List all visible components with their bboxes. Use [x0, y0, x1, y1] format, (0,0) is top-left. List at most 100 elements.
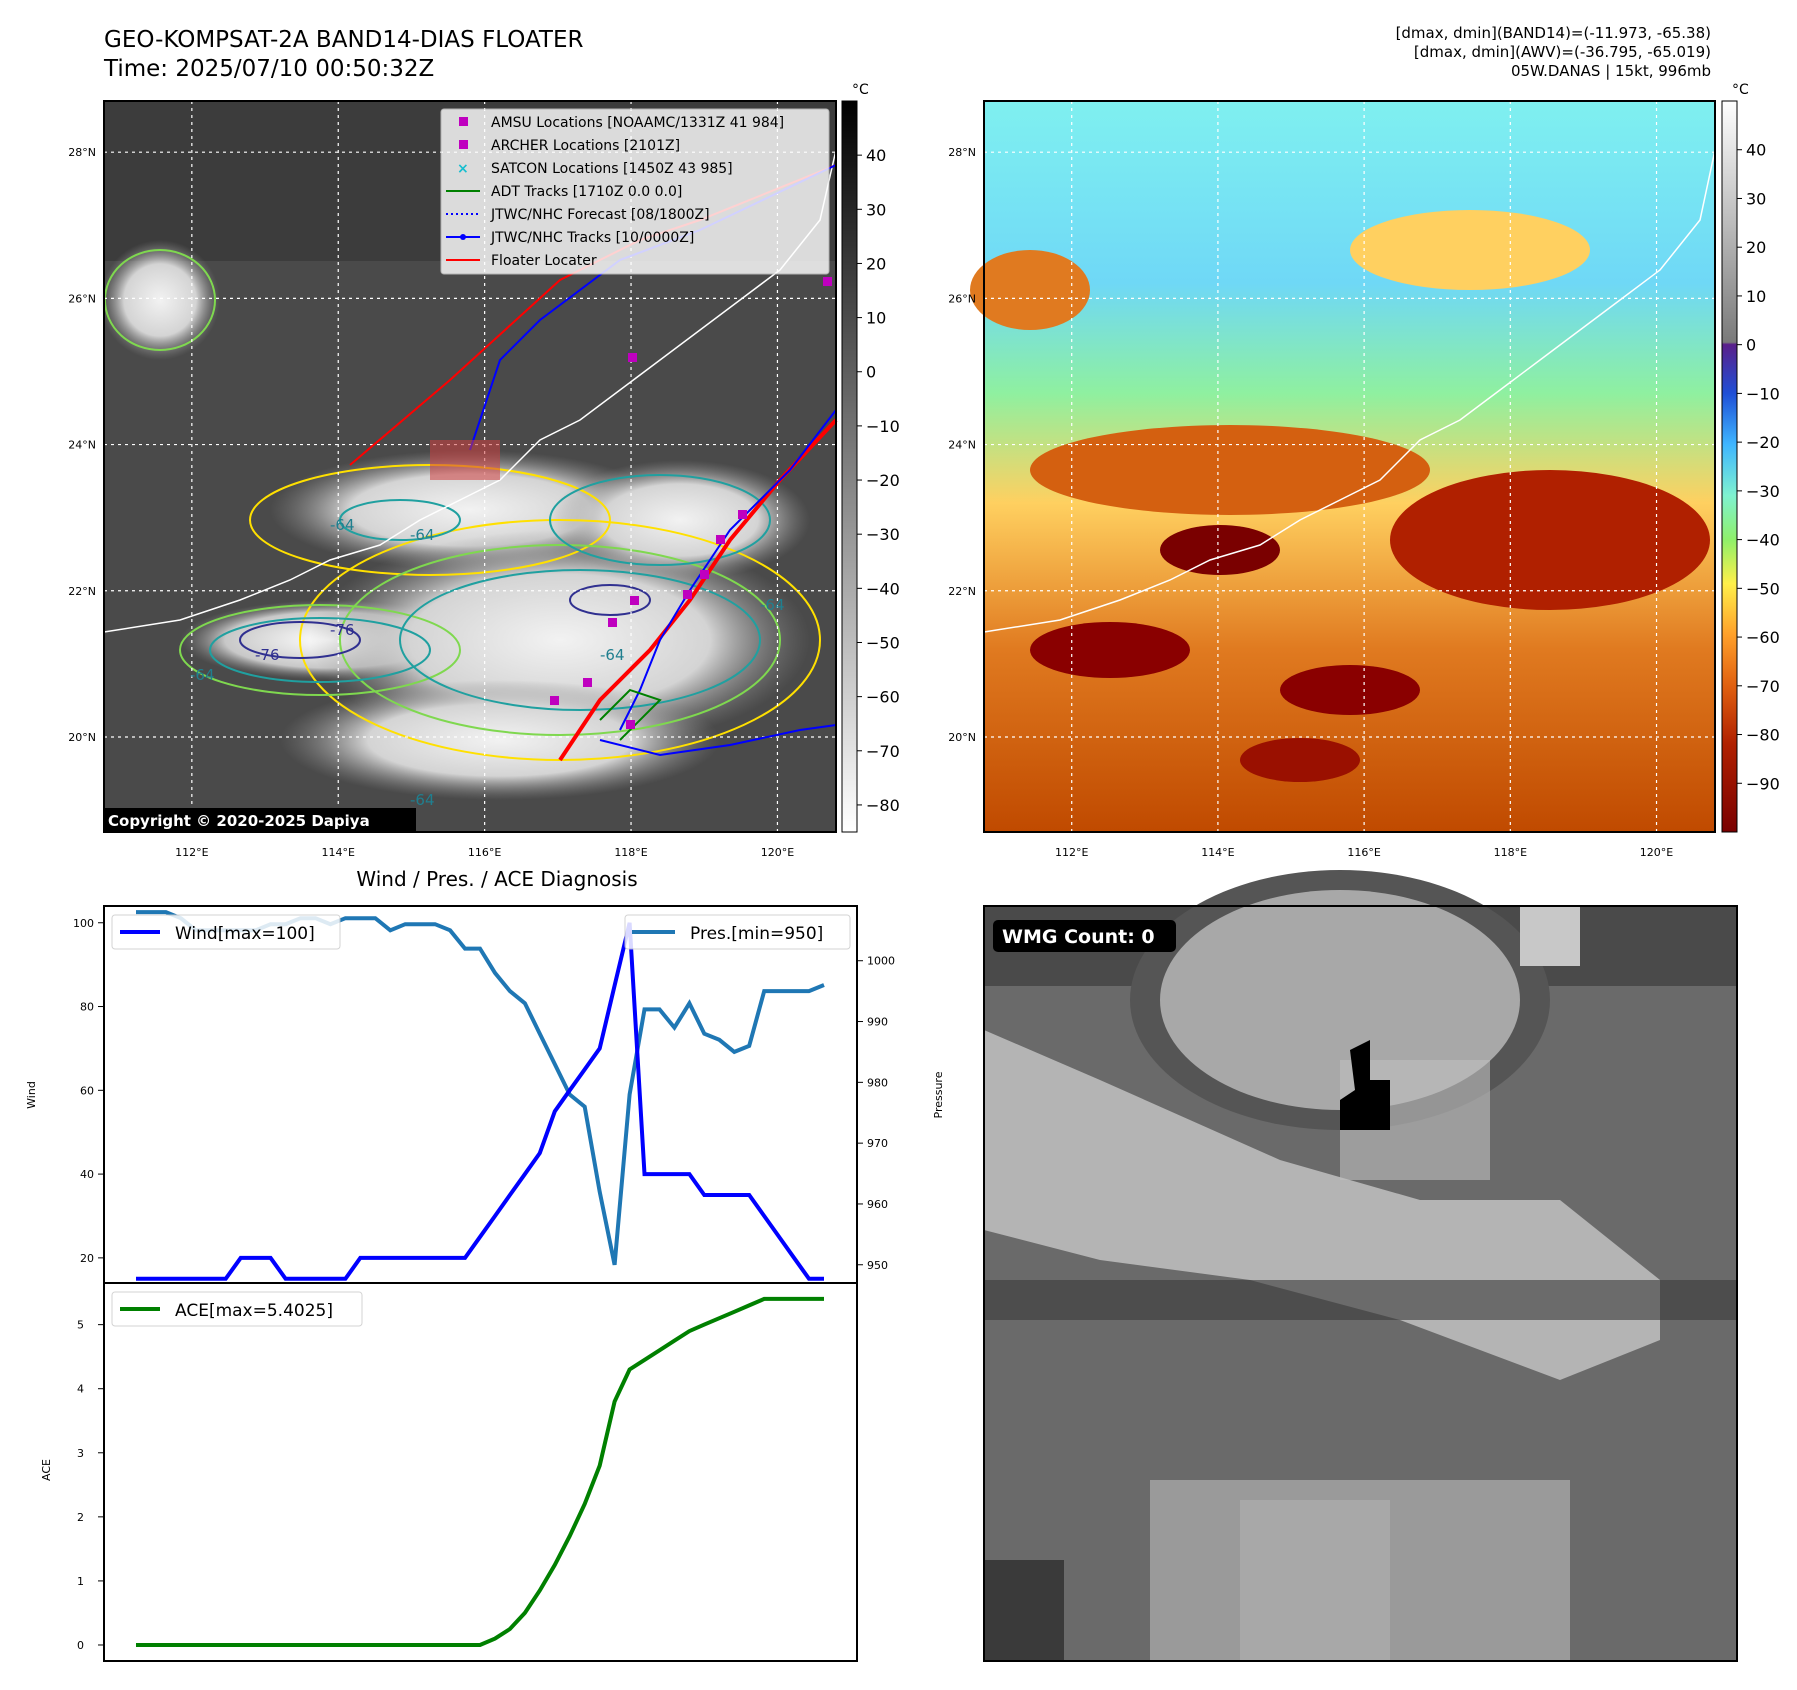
ace-tick-label: 3: [77, 1447, 84, 1460]
contour-label-3: -76: [330, 621, 355, 639]
colorbar-tick-label: −90: [1746, 774, 1780, 793]
colorbar-tick-label: −70: [1746, 677, 1780, 696]
contour-label-4: -76: [255, 646, 280, 664]
title-line-2: Time: 2025/07/10 00:50:32Z: [104, 56, 435, 82]
colorbar-tick-label: −80: [1746, 726, 1780, 745]
ace-tick-label: 4: [77, 1383, 84, 1396]
ace-tick-label: 2: [77, 1511, 84, 1524]
legend-label: JTWC/NHC Tracks [10/0000Z]: [490, 230, 694, 246]
wmg-panel: WMG Count: 0: [983, 870, 1738, 1662]
lon-tick-label: 120°E: [1640, 846, 1673, 859]
legend-label: AMSU Locations [NOAAMC/1331Z 41 984]: [491, 115, 784, 131]
colorbar-tick-label: −20: [1746, 433, 1780, 452]
stats-line-3: 05W.DANAS | 15kt, 996mb: [1510, 62, 1711, 80]
colorbar-tick-label: 0: [1746, 336, 1756, 355]
pressure-legend: Pres.[min=950]: [690, 924, 823, 944]
lon-tick-label: 114°E: [1201, 846, 1234, 859]
colorbar-tick-label: −50: [1746, 579, 1780, 598]
stats-line-2: [dmax, dmin](AWV)=(-36.795, -65.019): [1413, 43, 1711, 61]
colorbar-tick-label: 10: [1746, 287, 1766, 306]
lat-tick-label: 28°N: [948, 146, 976, 159]
colorbar-tick-label: −30: [1746, 482, 1780, 501]
wind-tick-label: 80: [80, 1001, 94, 1014]
color-colorbar: °C 40 30 20 10 0 −10 −20 −30 −40 −50 −60 −70 −80 −90: [1721, 82, 1780, 833]
pressure-axis-label: Pressure: [932, 1071, 945, 1118]
lon-tick-label: 118°E: [1494, 846, 1527, 859]
ace-legend: ACE[max=5.4025]: [175, 1301, 333, 1321]
lon-tick-label: 114°E: [322, 846, 355, 859]
wind-legend: Wind[max=100]: [175, 924, 315, 944]
legend-marker-dot: [460, 234, 466, 240]
figure-title: GEO-KOMPSAT-2A BAND14-DIAS FLOATER Time:…: [104, 26, 584, 84]
colorbar-tick-label: 10: [866, 309, 886, 328]
ace-line: [136, 1296, 824, 1647]
gray-colorbar-unit: °C: [852, 82, 869, 98]
contour-label-2: -64: [410, 526, 435, 544]
wind-tick-label: 20: [80, 1252, 94, 1265]
wmg-count-label: WMG Count: 0: [1002, 926, 1155, 948]
ace-tick-label: 1: [77, 1575, 84, 1588]
legend-marker: ×: [457, 161, 469, 177]
map-legend: AMSU Locations [NOAAMC/1331Z 41 984] ARCH…: [440, 108, 830, 275]
color-colorbar-unit: °C: [1732, 82, 1749, 98]
enhanced-map-panel: [970, 100, 1716, 833]
colorbar-tick-label: 30: [866, 200, 886, 219]
ace-tick-label: 5: [77, 1319, 84, 1332]
ace-tick-label: 0: [77, 1639, 84, 1652]
diag-title: Wind / Pres. / ACE Diagnosis: [356, 867, 637, 891]
lat-tick-label: 20°N: [948, 731, 976, 744]
lat-tick-label: 26°N: [948, 292, 976, 305]
colorbar-tick-label: −40: [866, 579, 900, 598]
contour-label-8: -64: [600, 646, 625, 664]
colorbar-tick-label: −30: [866, 525, 900, 544]
stats-block: [dmax, dmin](BAND14)=(-11.973, -65.38) […: [1396, 24, 1711, 81]
pres-tick-label: 990: [867, 1016, 888, 1029]
copyright-label: Copyright © 2020-2025 Dapiya: [108, 812, 370, 830]
lon-tick-label: 116°E: [468, 846, 501, 859]
lon-tick-label: 116°E: [1347, 846, 1380, 859]
lon-tick-label: 120°E: [761, 846, 794, 859]
contour-label-7: -64: [410, 791, 435, 809]
contour-label-5: -64: [190, 666, 215, 684]
pres-tick-label: 960: [867, 1198, 888, 1211]
lat-tick-label: 24°N: [68, 439, 96, 452]
lat-tick-label: 22°N: [68, 585, 96, 598]
lon-tick-label: 112°E: [1055, 846, 1088, 859]
lat-tick-label: 26°N: [68, 292, 96, 305]
pres-tick-label: 1000: [867, 955, 895, 968]
colorbar-tick-label: −50: [866, 633, 900, 652]
wind-line: [136, 922, 824, 1281]
colorbar-tick-label: −10: [1746, 384, 1780, 403]
wind-tick-label: 40: [80, 1168, 94, 1181]
colorbar-tick-label: 20: [1746, 238, 1766, 257]
title-line-1: GEO-KOMPSAT-2A BAND14-DIAS FLOATER: [104, 27, 584, 53]
wind-pres-chart: 100 80 60 40 20 1000 990 980 970 960 950 Wind Pre…: [25, 905, 945, 1284]
colorbar-tick-label: −60: [1746, 628, 1780, 647]
lat-tick-label: 28°N: [68, 146, 96, 159]
colorbar-tick-label: −60: [866, 688, 900, 707]
wind-tick-label: 100: [73, 917, 94, 930]
colorbar-tick-label: 0: [866, 363, 876, 382]
colorbar-tick-label: 40: [1746, 141, 1766, 160]
colorbar-tick-label: 40: [866, 146, 886, 165]
tracks: [349, 164, 838, 762]
legend-label: JTWC/NHC Forecast [08/1800Z]: [490, 207, 710, 223]
colorbar-tick-label: −40: [1746, 531, 1780, 550]
contour-label-1: -64: [330, 516, 355, 534]
ace-chart: 5 4 3 2 1 0 ACE ACE[max=5.4025]: [40, 1282, 858, 1662]
colorbar-tick-label: −80: [866, 796, 900, 815]
colorbar-tick-label: 20: [866, 254, 886, 273]
legend-marker: [459, 140, 468, 149]
ace-axis-label: ACE: [40, 1459, 53, 1481]
wind-axis-label: Wind: [25, 1081, 38, 1109]
colorbar-tick-label: 30: [1746, 189, 1766, 208]
pres-tick-label: 970: [867, 1137, 888, 1150]
contour-label-6: -64: [760, 596, 785, 614]
legend-marker: [459, 117, 468, 126]
legend-label: SATCON Locations [1450Z 43 985]: [491, 161, 733, 177]
legend-label: ARCHER Locations [2101Z]: [491, 138, 680, 154]
wind-tick-label: 60: [80, 1084, 94, 1097]
lat-tick-label: 24°N: [948, 439, 976, 452]
colorbar-tick-label: −20: [866, 471, 900, 490]
